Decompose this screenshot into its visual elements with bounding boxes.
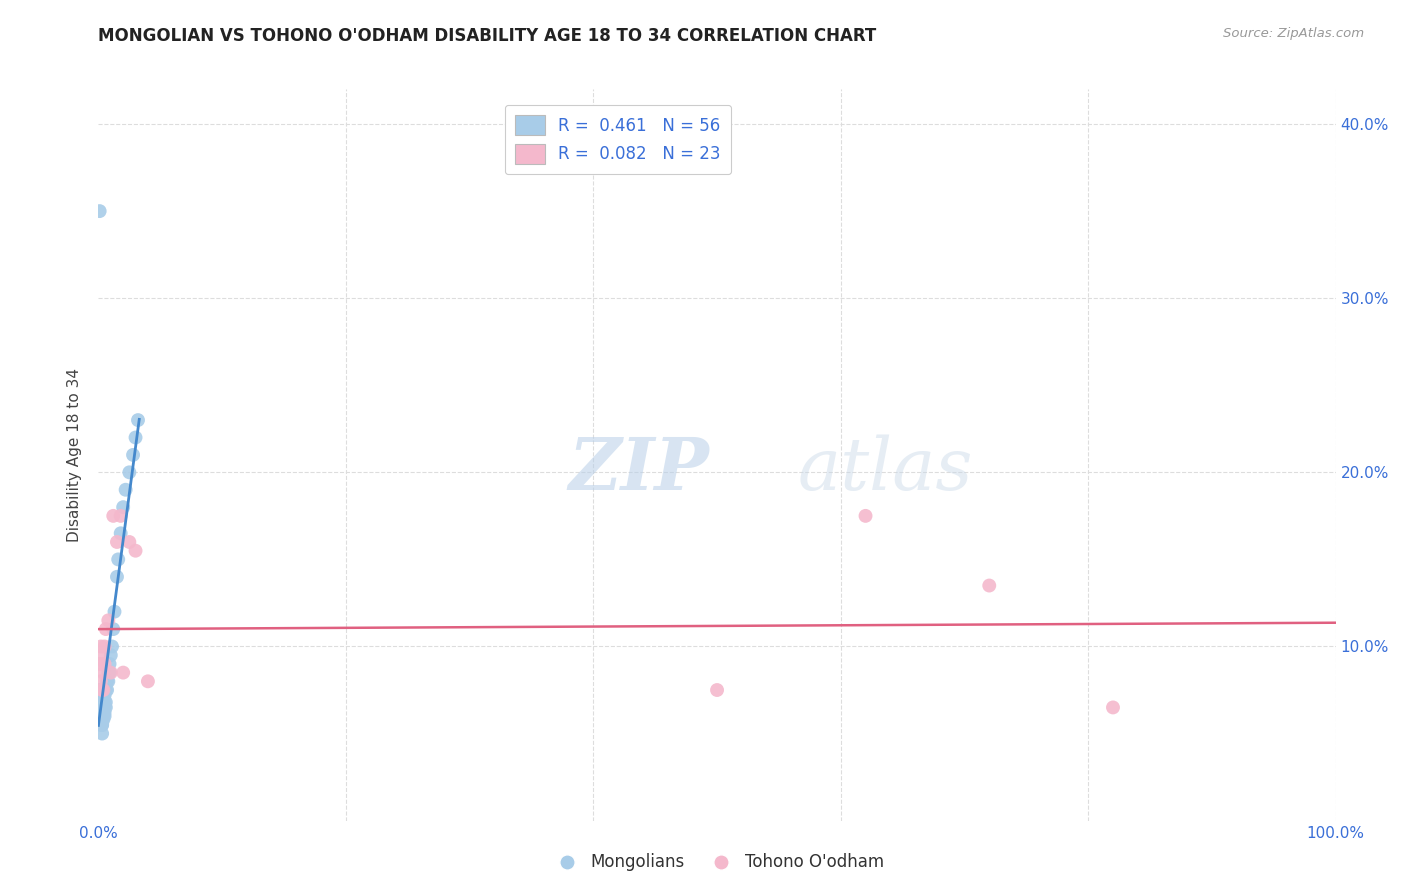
Point [1102, 700, 1125, 714]
Point [93, 706, 115, 720]
Text: ZIP: ZIP [568, 434, 710, 505]
Point [97, 674, 120, 689]
Point [93, 665, 115, 680]
Point [103, 605, 125, 619]
Point [112, 500, 135, 515]
Point [93, 713, 115, 727]
Point [90, 700, 112, 714]
Point [91, 683, 114, 698]
Point [93, 683, 115, 698]
Point [91, 713, 114, 727]
Point [124, 543, 146, 558]
Point [97, 665, 120, 680]
Point [855, 508, 877, 523]
Point [112, 665, 135, 680]
Point [105, 570, 128, 584]
Point [110, 508, 132, 523]
Point [94, 622, 117, 636]
Point [100, 665, 122, 680]
Point [89, 695, 111, 709]
Point [91, 648, 114, 663]
Point [136, 674, 159, 689]
Point [91, 683, 114, 698]
Point [127, 413, 149, 427]
Point [94, 695, 117, 709]
Point [93, 709, 115, 723]
Point [93, 688, 115, 702]
Point [89, 691, 111, 706]
Point [101, 640, 124, 654]
Point [91, 706, 114, 720]
Point [94, 683, 117, 698]
Point [91, 726, 114, 740]
Point [118, 466, 141, 480]
Point [89, 657, 111, 671]
Point [706, 683, 728, 698]
Point [96, 683, 118, 698]
Point [93, 700, 115, 714]
Point [89, 683, 111, 698]
Point [90, 688, 112, 702]
Point [90, 718, 112, 732]
Point [98, 657, 121, 671]
Point [89, 204, 111, 219]
Point [91, 718, 114, 732]
Point [103, 508, 125, 523]
Point [97, 613, 120, 627]
Point [122, 448, 145, 462]
Y-axis label: Disability Age 18 to 34: Disability Age 18 to 34 [67, 368, 83, 542]
Point [90, 695, 112, 709]
Point [93, 640, 115, 654]
Point [93, 688, 115, 702]
Point [90, 709, 112, 723]
Point [114, 483, 136, 497]
Point [90, 674, 112, 689]
Point [91, 709, 114, 723]
Point [90, 691, 112, 706]
Text: MONGOLIAN VS TOHONO O'ODHAM DISABILITY AGE 18 TO 34 CORRELATION CHART: MONGOLIAN VS TOHONO O'ODHAM DISABILITY A… [98, 27, 877, 45]
Point [91, 691, 114, 706]
Point [93, 695, 115, 709]
Point [90, 640, 112, 654]
Point [105, 535, 128, 549]
Point [107, 552, 129, 566]
Point [91, 695, 114, 709]
Point [93, 695, 115, 709]
Point [93, 657, 115, 671]
Point [96, 674, 118, 689]
Point [89, 700, 111, 714]
Point [98, 665, 121, 680]
Point [93, 706, 115, 720]
Point [89, 709, 111, 723]
Point [93, 709, 115, 723]
Point [94, 700, 117, 714]
Point [100, 648, 122, 663]
Legend: Mongolians, Tohono O'odham: Mongolians, Tohono O'odham [544, 847, 890, 878]
Text: Source: ZipAtlas.com: Source: ZipAtlas.com [1223, 27, 1364, 40]
Point [91, 700, 114, 714]
Point [103, 622, 125, 636]
Point [118, 535, 141, 549]
Point [124, 430, 146, 444]
Point [979, 578, 1001, 592]
Point [93, 700, 115, 714]
Point [91, 718, 114, 732]
Point [110, 526, 132, 541]
Point [90, 706, 112, 720]
Text: atlas: atlas [797, 434, 973, 505]
